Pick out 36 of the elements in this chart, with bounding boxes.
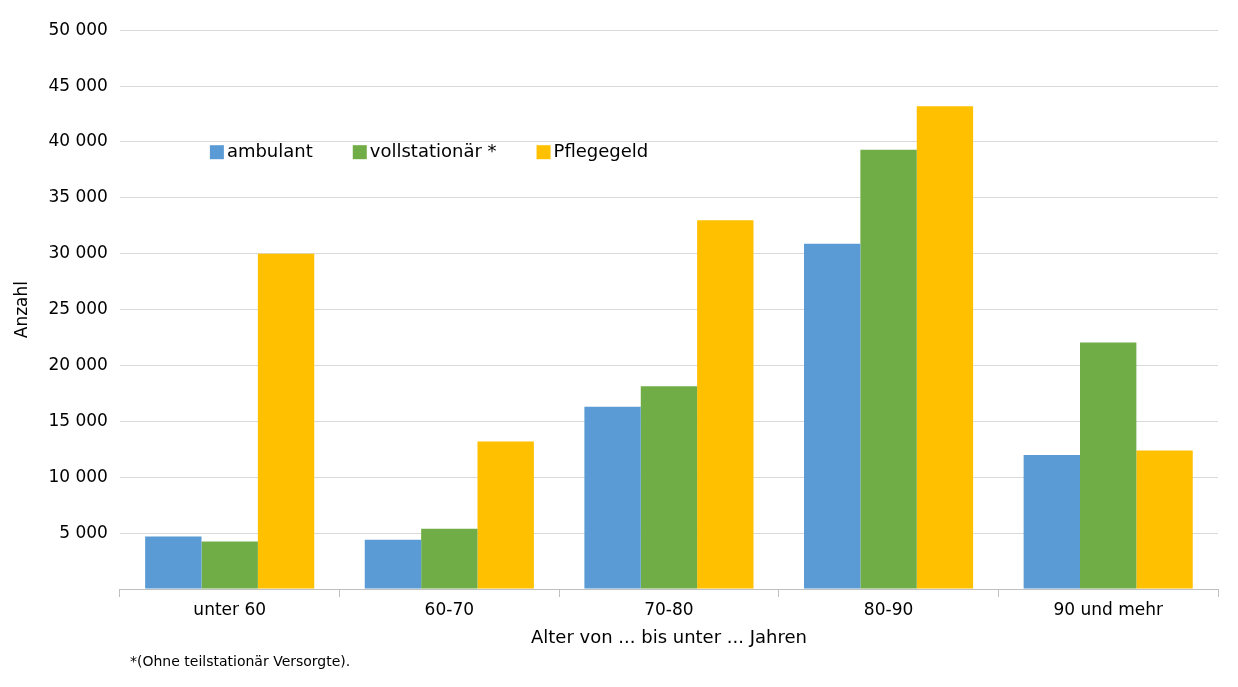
bar — [916, 106, 974, 589]
legend-label: ambulant — [226, 139, 313, 161]
text: *(Ohne teilstationär Versorgte). — [130, 653, 352, 669]
bar — [640, 386, 698, 589]
y-axis-title: Anzahl — [10, 280, 31, 339]
x-tick-label: unter 60 — [193, 598, 267, 619]
bar — [804, 243, 861, 589]
bar — [257, 253, 315, 589]
x-axis-title: Alter von ... bis unter ... Jahren — [530, 625, 807, 647]
y-tick-label: 40 000 — [48, 130, 108, 151]
y-tick-label: 20 000 — [48, 353, 108, 374]
y-tick-label: 50 000 — [48, 18, 108, 39]
x-tick-label: 60-70 — [424, 598, 475, 619]
legend-label: vollstationär * — [369, 139, 497, 161]
y-tick-label: 35 000 — [48, 186, 108, 207]
bar — [421, 528, 478, 589]
y-tick-label: 15 000 — [48, 409, 108, 430]
y-tick-label: 30 000 — [48, 242, 108, 263]
bar — [584, 406, 641, 589]
y-tick-label: 45 000 — [48, 74, 108, 95]
x-tick-label: 80-90 — [863, 598, 914, 619]
bar — [1023, 454, 1080, 589]
bar — [1080, 342, 1137, 589]
legend-label: Pflegegeld — [553, 139, 649, 161]
x-tick-label: 70-80 — [644, 598, 694, 619]
bar — [201, 541, 258, 589]
y-tick-label: 25 000 — [48, 298, 108, 319]
bar — [1136, 450, 1193, 589]
y-tick-label: 5 000 — [59, 521, 108, 542]
bar — [860, 149, 917, 589]
bar — [364, 539, 422, 589]
x-tick-label: 90 und mehr — [1053, 598, 1163, 619]
bar — [145, 536, 202, 589]
y-tick-label: 10 000 — [48, 465, 108, 486]
bar — [697, 220, 754, 589]
bar — [477, 441, 534, 589]
